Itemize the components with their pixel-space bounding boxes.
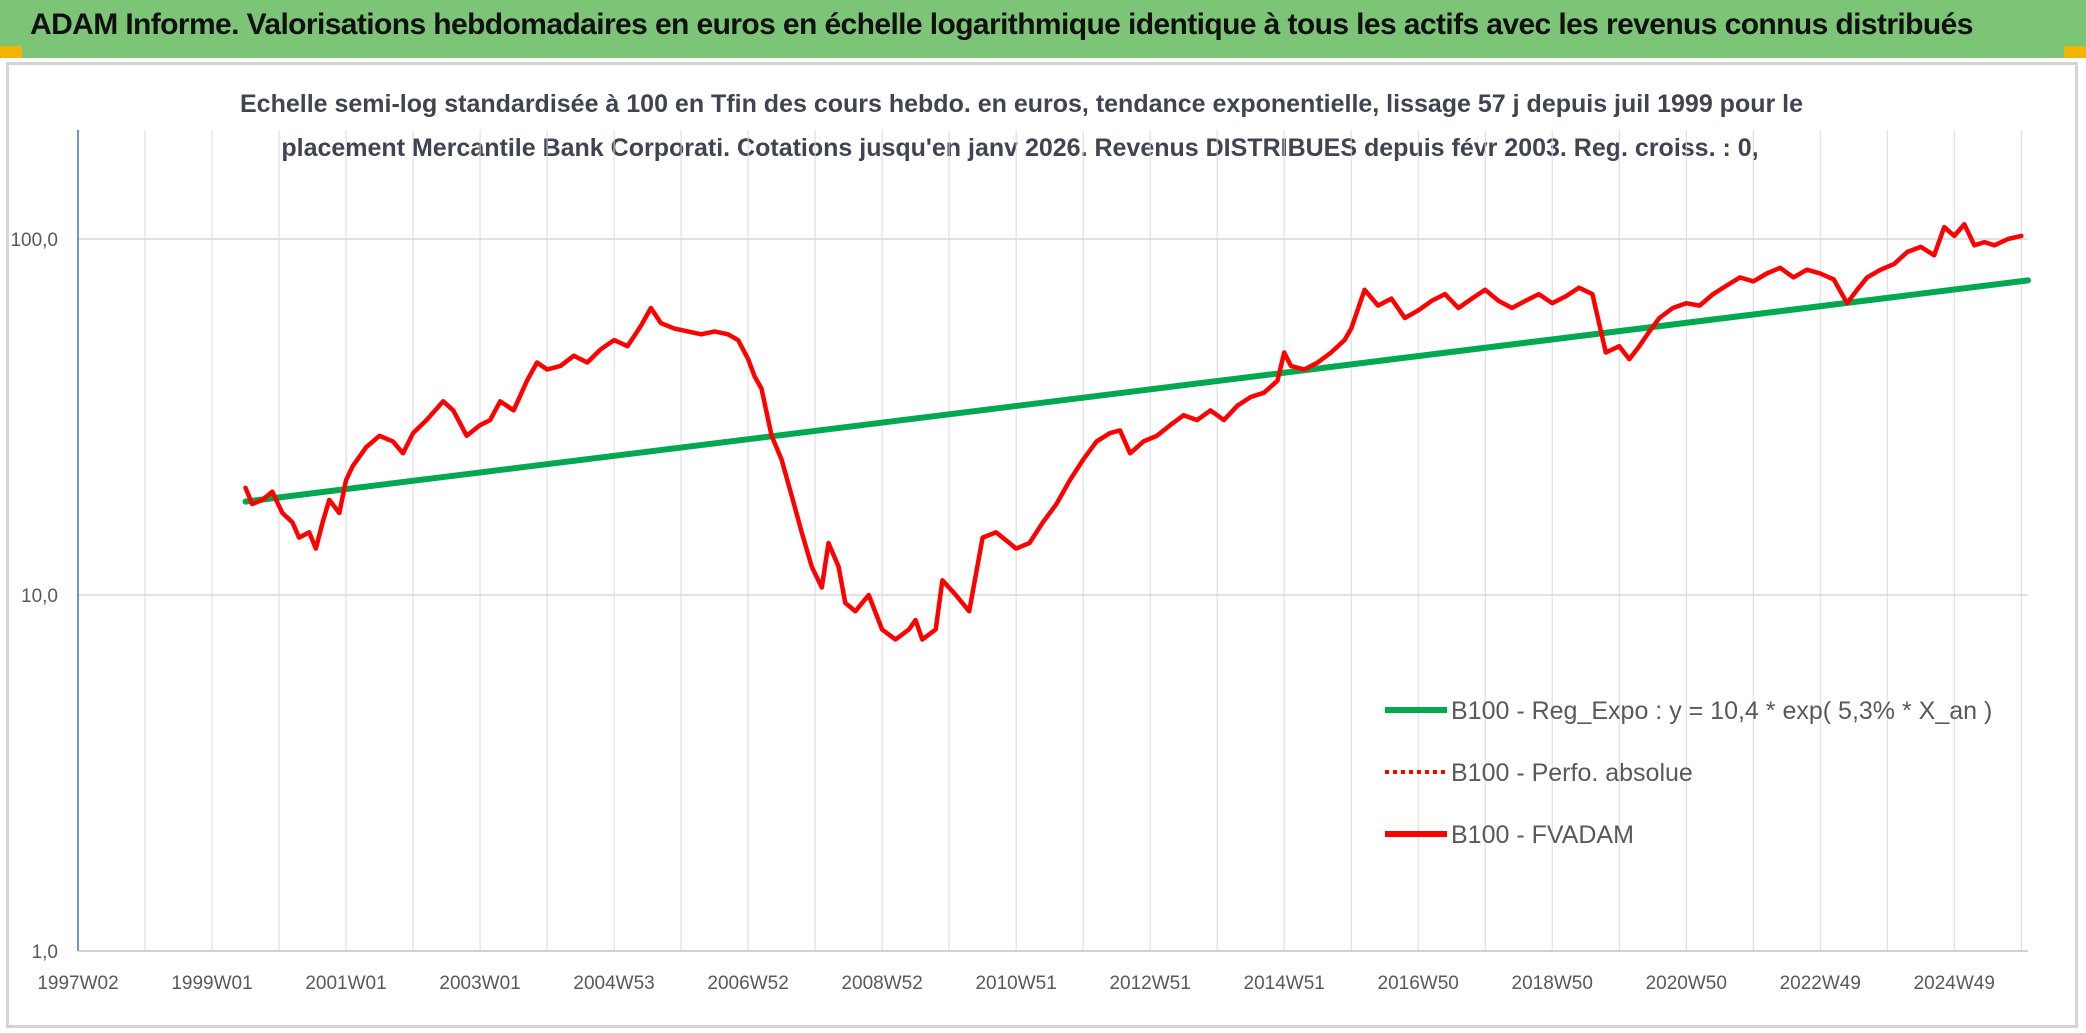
x-tick-label: 2003W01 (439, 973, 520, 994)
series-reg-expo-line (242, 277, 2031, 505)
x-tick-label: 2008W52 (841, 973, 922, 994)
tick-labels: 1,0 10,0 100,0 1997W02 1999W01 2001W01 2003W01… (10, 230, 1995, 994)
x-tick-label: 2024W49 (1914, 973, 1995, 994)
axes (77, 130, 2028, 952)
plot-area (242, 222, 2031, 642)
y-tick-label: 10,0 (21, 586, 58, 607)
x-tick-label: 2020W50 (1646, 973, 1727, 994)
series-fvadam-line (243, 222, 2024, 642)
report-title: ADAM Informe. Valorisations hebdomadaire… (30, 8, 1973, 41)
legend-label: B100 - Reg_Expo : y = 10,4 * exp( 5,3% *… (1451, 697, 1992, 725)
report-header: ADAM Informe. Valorisations hebdomadaire… (0, 0, 2086, 58)
x-tick-label: 2010W51 (975, 973, 1056, 994)
corner-accent-right (2064, 46, 2086, 58)
legend: B100 - Reg_Expo : y = 10,4 * exp( 5,3% *… (1385, 697, 1992, 849)
legend-label: B100 - Perfo. absolue (1451, 759, 1693, 787)
x-tick-label: 1997W02 (37, 973, 118, 994)
y-tick-label: 100,0 (10, 230, 58, 251)
x-tick-label: 2006W52 (707, 973, 788, 994)
x-tick-label: 2001W01 (305, 973, 386, 994)
corner-accent-left (0, 46, 22, 58)
legend-label: B100 - FVADAM (1451, 821, 1634, 849)
grid-lines (77, 130, 2028, 952)
chart-title-line2: placement Mercantile Bank Corporati. Cot… (281, 134, 1759, 162)
x-tick-label: 2012W51 (1109, 973, 1190, 994)
x-tick-label: 1999W01 (171, 973, 252, 994)
chart-title-line1: Echelle semi-log standardisée à 100 en T… (240, 90, 1804, 118)
x-tick-label: 2018W50 (1512, 973, 1593, 994)
x-tick-label: 2014W51 (1244, 973, 1325, 994)
chart-frame (6, 62, 2078, 1028)
x-tick-label: 2022W49 (1780, 973, 1861, 994)
x-tick-label: 2016W50 (1378, 973, 1459, 994)
x-tick-label: 2004W53 (573, 973, 654, 994)
y-tick-label: 1,0 (32, 942, 58, 963)
